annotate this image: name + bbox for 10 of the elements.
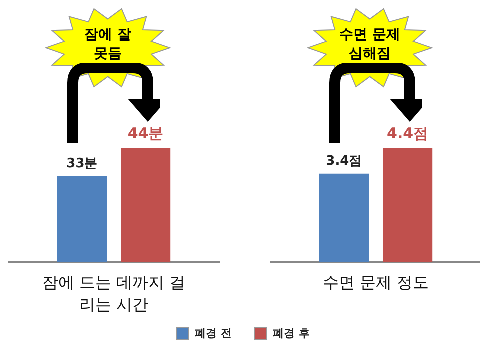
data-label: 4.4점 [387, 124, 429, 142]
legend-label: 폐경 후 [273, 326, 310, 341]
data-label: 44분 [128, 124, 164, 142]
data-label: 3.4점 [326, 154, 362, 169]
text: 잠에 잘 못듬 [84, 26, 132, 64]
x-axis-title: 수면 문제 정도 [322, 272, 430, 294]
x-axis-title: 잠에 드는 데까지 걸리는 시간 [41, 272, 187, 316]
data-label: 33분 [66, 156, 98, 172]
legend-label: 폐경 전 [195, 326, 232, 341]
text: 수면 문제 심해짐 [338, 26, 402, 64]
